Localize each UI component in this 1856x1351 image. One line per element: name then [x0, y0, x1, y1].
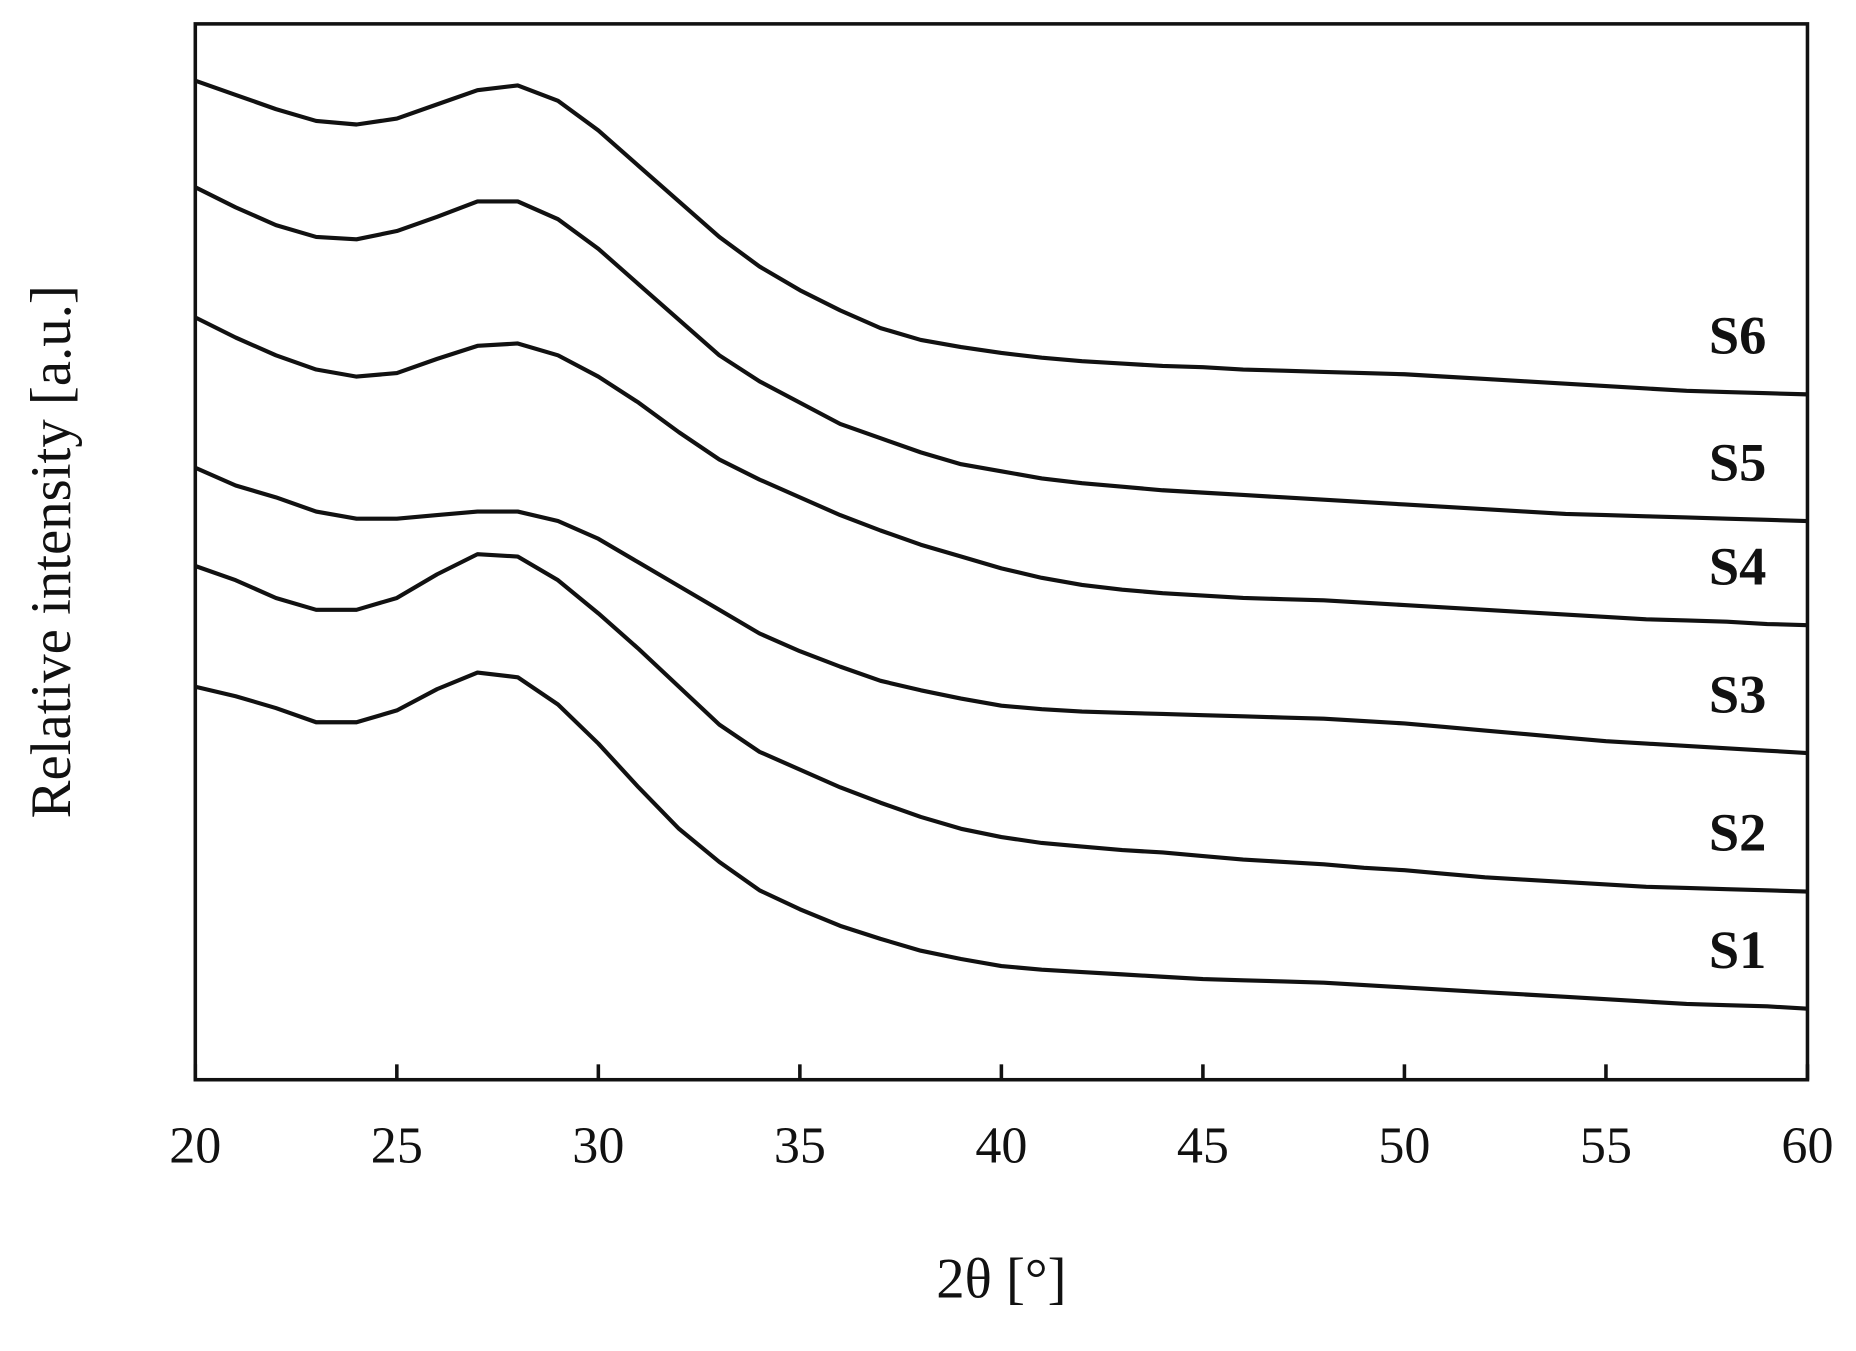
data-line	[194, 552, 1808, 894]
plot-frame	[193, 22, 1810, 1082]
data-line	[194, 315, 1808, 628]
data-line	[194, 185, 1808, 524]
series-label: S5	[1709, 431, 1767, 492]
x-tick-label: 55	[1580, 1118, 1632, 1175]
x-tick-label: 30	[572, 1118, 624, 1175]
series-label: S1	[1709, 919, 1767, 980]
x-tick-label: 40	[975, 1118, 1027, 1175]
x-tick-label: 50	[1378, 1118, 1430, 1175]
series-label: S2	[1709, 802, 1767, 863]
series-label: S3	[1709, 663, 1767, 724]
x-tick-label: 60	[1781, 1118, 1833, 1175]
x-tick-label: 20	[169, 1118, 221, 1175]
data-line	[194, 670, 1808, 1011]
data-line	[194, 78, 1808, 397]
x-tick-label: 25	[371, 1118, 423, 1175]
x-axis-title: 2θ [°]	[936, 1248, 1066, 1311]
data-line	[194, 465, 1808, 756]
x-tick-label: 45	[1177, 1118, 1229, 1175]
x-tick-label: 35	[774, 1118, 826, 1175]
y-axis-title: Relative intensity [a.u.]	[20, 285, 83, 818]
series-label: S6	[1709, 305, 1767, 366]
series-label: S4	[1709, 535, 1767, 596]
